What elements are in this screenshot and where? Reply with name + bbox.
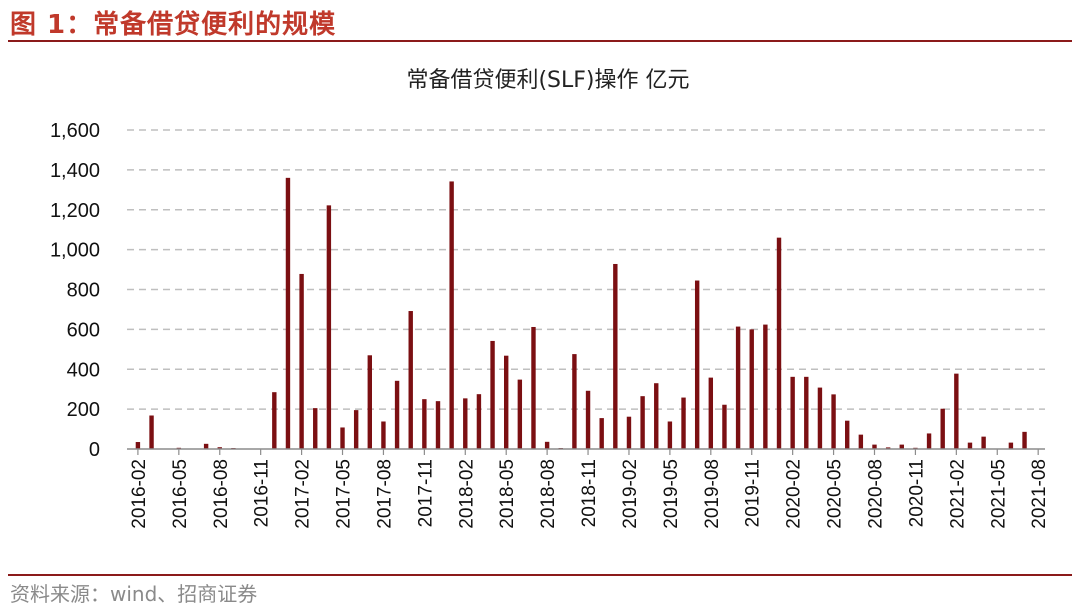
y-tick-label: 1,600 [50, 120, 100, 142]
bar [654, 383, 658, 449]
y-tick-label: 0 [89, 439, 100, 461]
bar [1022, 432, 1026, 449]
bar [763, 325, 767, 449]
x-tick-label: 2016-05 [170, 459, 191, 529]
bar [409, 311, 413, 449]
bar [477, 394, 481, 449]
bar [136, 442, 140, 449]
bar [422, 399, 426, 449]
x-tick-label: 2020-08 [865, 459, 886, 529]
bar [545, 442, 549, 449]
bar [627, 417, 631, 449]
bar [831, 394, 835, 449]
y-tick-label: 200 [67, 399, 100, 421]
bar [368, 355, 372, 449]
x-tick-label: 2019-08 [702, 459, 723, 529]
grid-lines [127, 130, 1045, 409]
y-tick-label: 1,000 [50, 240, 100, 262]
x-tick-label: 2021-05 [988, 459, 1009, 529]
chart-title: 常备借贷便利(SLF)操作 亿元 [406, 68, 689, 93]
bar [640, 396, 644, 449]
bar [572, 354, 576, 449]
bar [286, 178, 290, 449]
y-tick-label: 800 [67, 280, 100, 302]
bar [381, 421, 385, 449]
bar [313, 408, 317, 449]
bar [790, 377, 794, 449]
x-tick-label: 2017-11 [415, 459, 436, 527]
x-tick-label: 2016-08 [211, 459, 232, 529]
bar [941, 409, 945, 449]
bar [777, 238, 781, 449]
bar [395, 381, 399, 449]
bar [954, 374, 958, 449]
bar [490, 341, 494, 449]
x-tick-label: 2017-08 [374, 459, 395, 529]
bar [859, 435, 863, 449]
bar [804, 377, 808, 449]
bar [449, 181, 453, 449]
bottom-rule [8, 574, 1072, 576]
bar [463, 398, 467, 449]
x-tick-label: 2020-11 [906, 459, 927, 527]
y-tick-label: 600 [67, 319, 100, 341]
bar [354, 410, 358, 449]
x-axis-ticks: 2016-02 2016-05 2016-08 2016-11 2017-02 2017-… [129, 449, 1050, 529]
x-tick-label: 2019-11 [743, 459, 764, 527]
x-tick-label: 2021-02 [947, 459, 968, 529]
bar [149, 416, 153, 450]
y-tick-label: 1,200 [50, 200, 100, 222]
x-tick-label: 2021-08 [1029, 459, 1050, 529]
bar [968, 443, 972, 449]
bar [599, 418, 603, 449]
bar [504, 356, 508, 449]
x-tick-label: 2016-02 [129, 459, 150, 529]
bar [927, 433, 931, 449]
bar [586, 391, 590, 449]
x-tick-label: 2020-02 [784, 459, 805, 529]
bar [436, 401, 440, 449]
bars [136, 178, 1027, 449]
bar [327, 205, 331, 449]
x-tick-label: 2018-08 [538, 459, 559, 529]
x-tick-label: 2018-05 [497, 459, 518, 529]
x-tick-label: 2017-05 [334, 459, 355, 529]
x-tick-label: 2019-02 [620, 459, 641, 529]
bar [709, 378, 713, 449]
bar [518, 380, 522, 449]
x-tick-label: 2020-05 [825, 459, 846, 529]
bar [613, 264, 617, 449]
bar [845, 421, 849, 449]
x-tick-label: 2016-11 [252, 459, 273, 527]
bar [340, 427, 344, 449]
bar [204, 444, 208, 449]
y-tick-label: 1,400 [50, 160, 100, 182]
bar [681, 398, 685, 449]
bar [668, 421, 672, 449]
bar [818, 388, 822, 449]
bar [1009, 443, 1013, 449]
bar [531, 327, 535, 449]
bar [272, 392, 276, 449]
bar [722, 405, 726, 449]
source-note: 资料来源：wind、招商证券 [10, 578, 257, 607]
bar [695, 281, 699, 449]
x-tick-label: 2018-02 [456, 459, 477, 529]
bar [299, 274, 303, 449]
x-tick-label: 2019-05 [661, 459, 682, 529]
bar [736, 327, 740, 449]
x-tick-label: 2017-02 [293, 459, 314, 529]
y-tick-label: 400 [67, 359, 100, 381]
bar [981, 437, 985, 449]
x-tick-label: 2018-11 [579, 459, 600, 527]
bar [750, 329, 754, 449]
y-axis-ticks: 0 200 400 600 800 1,000 1,200 1,400 1,600 [50, 120, 100, 461]
